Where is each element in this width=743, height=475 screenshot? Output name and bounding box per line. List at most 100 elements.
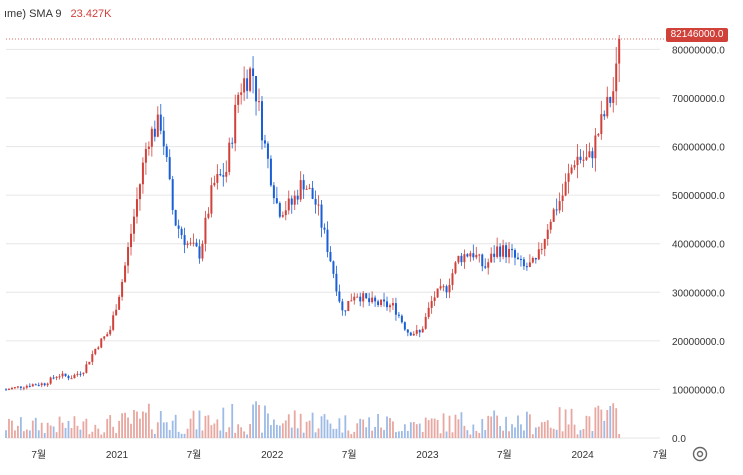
volume-bar	[121, 413, 123, 438]
candle-body	[64, 373, 67, 376]
volume-bar	[213, 423, 216, 438]
volume-bar	[618, 434, 621, 438]
candle-body	[588, 151, 591, 158]
candle-body	[115, 309, 118, 316]
candle-body	[240, 92, 243, 95]
candle-body	[505, 245, 508, 258]
candle-body	[121, 281, 124, 297]
candle-body	[457, 255, 460, 263]
candle-body	[546, 229, 549, 240]
candle-body	[329, 251, 332, 262]
volume-bar	[5, 430, 7, 438]
candle-body	[284, 210, 287, 216]
candle-body	[106, 334, 109, 337]
candle-body	[323, 227, 326, 230]
candle-body	[603, 114, 606, 117]
volume-bar	[448, 415, 451, 438]
candle-body	[537, 249, 540, 260]
volume-bar	[183, 433, 186, 438]
candle-body	[43, 383, 46, 386]
candle-body	[52, 377, 55, 379]
candle-body	[377, 301, 380, 306]
volume-bar	[162, 422, 165, 438]
volume-bar	[168, 429, 171, 438]
volume-bar	[225, 432, 228, 438]
volume-bar	[403, 424, 406, 438]
volume-bar	[398, 431, 400, 438]
candle-body	[314, 198, 317, 205]
candle-body	[585, 157, 588, 160]
volume-bar	[210, 425, 213, 438]
candle-body	[255, 76, 258, 102]
x-tick-label: 7월	[31, 449, 46, 461]
candle-body	[31, 384, 34, 387]
volume-bar	[502, 430, 504, 438]
candle-body	[124, 265, 127, 282]
volume-bar	[570, 408, 573, 438]
volume-bar	[195, 429, 198, 438]
candle-body	[130, 233, 133, 248]
x-tick-label: 2023	[416, 450, 439, 461]
volume-bar	[14, 430, 16, 438]
volume-bar	[523, 430, 525, 438]
volume-bar	[100, 434, 103, 438]
volume-bar	[124, 412, 126, 438]
candle-body	[347, 300, 350, 312]
candle-body	[296, 195, 299, 200]
volume-bar	[19, 417, 22, 438]
candle-body	[525, 266, 528, 268]
volume-bar	[582, 429, 585, 438]
volume-bar	[174, 414, 177, 438]
candle-body	[10, 387, 13, 390]
volume-bar	[549, 427, 552, 438]
candle-body	[338, 291, 341, 302]
volume-bar	[88, 434, 91, 438]
y-tick-label: 80000000.0	[672, 45, 725, 56]
candle-body	[219, 174, 222, 176]
candle-body	[138, 184, 141, 200]
candle-body	[609, 96, 612, 103]
candle-body	[308, 187, 311, 189]
candle-body	[165, 146, 168, 158]
gear-icon[interactable]	[690, 444, 710, 464]
volume-bar	[338, 418, 341, 438]
candle-body	[451, 273, 454, 285]
volume-bar	[412, 422, 415, 438]
candle-body	[25, 385, 28, 388]
candle-body	[70, 378, 73, 380]
candle-body	[454, 262, 457, 274]
volume-bar	[406, 430, 409, 438]
candle-body	[91, 354, 94, 362]
volume-bar	[207, 415, 210, 438]
volume-bar	[526, 411, 528, 438]
volume-bar	[142, 411, 144, 438]
legend: ıme) SMA 9 23.427K	[4, 8, 112, 20]
volume-bar	[386, 416, 388, 438]
candle-body	[180, 228, 183, 236]
volume-bar	[341, 432, 344, 438]
volume-bar	[11, 420, 13, 438]
volume-bar	[237, 424, 240, 438]
candle-body	[263, 140, 266, 144]
volume-bar	[25, 429, 28, 438]
candle-body	[260, 101, 263, 141]
volume-bar	[103, 432, 106, 438]
candle-body	[144, 148, 147, 163]
candle-body	[448, 284, 451, 293]
volume-bar	[234, 432, 237, 438]
volume-bar	[424, 417, 427, 438]
volume-bar	[156, 422, 159, 438]
candle-body	[421, 328, 424, 333]
candle-body	[591, 151, 594, 159]
volume-bar	[70, 427, 73, 438]
volume-bar	[299, 413, 302, 438]
volume-bar	[177, 431, 180, 438]
candle-body	[19, 386, 22, 388]
candle-body	[594, 135, 597, 159]
volume-bar	[430, 418, 433, 438]
volume-bar	[591, 431, 594, 438]
volume-bar	[317, 428, 320, 438]
candle-body	[37, 384, 40, 386]
candle-body	[183, 235, 186, 245]
